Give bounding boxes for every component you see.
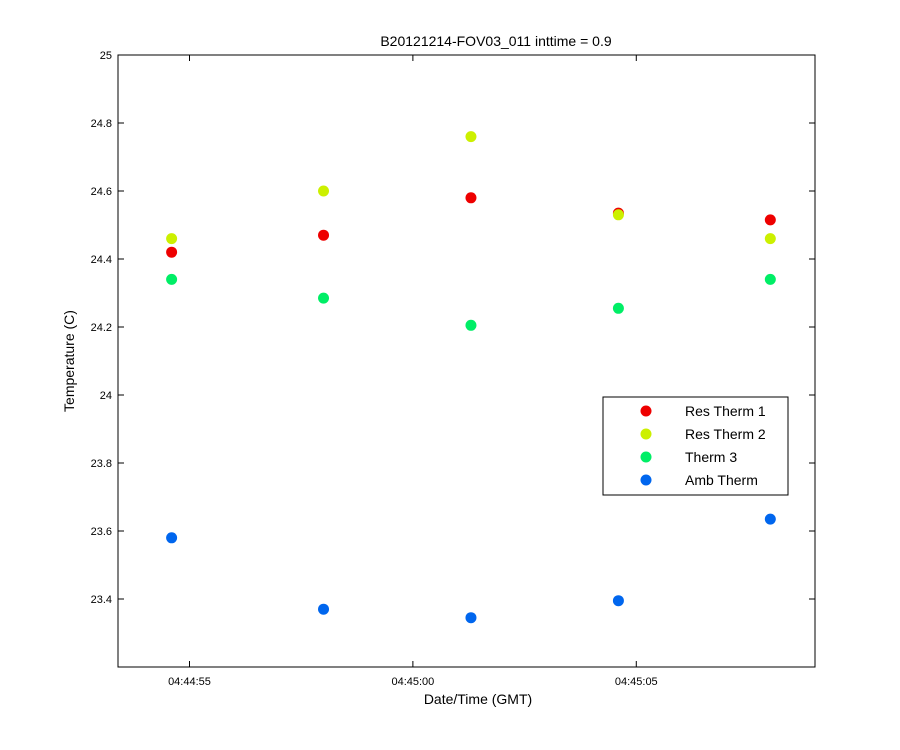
data-point-amb-therm xyxy=(764,513,776,525)
data-point-res-therm-2 xyxy=(166,233,178,245)
data-point-therm-3 xyxy=(612,302,624,314)
y-tick-label: 24.2 xyxy=(91,322,112,334)
data-point-res-therm-1 xyxy=(166,246,178,258)
y-tick-label: 23.4 xyxy=(91,594,112,606)
y-tick-label: 24.4 xyxy=(91,254,112,266)
legend-label: Res Therm 2 xyxy=(685,426,766,442)
data-point-therm-3 xyxy=(318,292,330,304)
data-point-amb-therm xyxy=(166,532,178,544)
data-point-res-therm-1 xyxy=(764,214,776,226)
data-point-therm-3 xyxy=(166,273,178,285)
legend-marker xyxy=(640,451,652,463)
y-tick-label: 23.8 xyxy=(91,458,112,470)
x-tick-label: 04:45:05 xyxy=(615,676,658,688)
x-tick-label: 04:45:00 xyxy=(391,676,434,688)
data-point-amb-therm xyxy=(612,595,624,607)
legend-marker xyxy=(640,428,652,440)
data-point-res-therm-2 xyxy=(465,131,477,143)
data-point-amb-therm xyxy=(465,612,477,624)
data-point-res-therm-1 xyxy=(465,192,477,204)
legend-label: Therm 3 xyxy=(685,449,737,465)
data-point-res-therm-2 xyxy=(764,233,776,245)
data-point-therm-3 xyxy=(465,319,477,331)
legend-marker xyxy=(640,474,652,486)
data-point-therm-3 xyxy=(764,273,776,285)
y-axis-label: Temperature (C) xyxy=(61,310,77,412)
legend-label: Amb Therm xyxy=(685,472,758,488)
legend-label: Res Therm 1 xyxy=(685,403,766,419)
x-tick-label: 04:44:55 xyxy=(168,676,211,688)
data-point-res-therm-2 xyxy=(612,209,624,221)
data-point-res-therm-1 xyxy=(318,229,330,241)
data-point-res-therm-2 xyxy=(318,185,330,197)
data-point-amb-therm xyxy=(318,603,330,615)
y-tick-label: 25 xyxy=(100,50,112,62)
plot-area xyxy=(117,54,816,668)
y-tick-label: 23.6 xyxy=(91,526,112,538)
chart-title: B20121214-FOV03_011 inttime = 0.9 xyxy=(380,33,612,49)
legend-marker xyxy=(640,405,652,417)
y-tick-label: 24.8 xyxy=(91,118,112,130)
y-tick-label: 24.6 xyxy=(91,186,112,198)
legend: Res Therm 1 Res Therm 2 Therm 3 Amb Therm xyxy=(602,396,789,496)
legend-box xyxy=(602,396,789,496)
x-axis-label: Date/Time (GMT) xyxy=(424,691,532,707)
y-tick-label: 24 xyxy=(100,390,112,402)
